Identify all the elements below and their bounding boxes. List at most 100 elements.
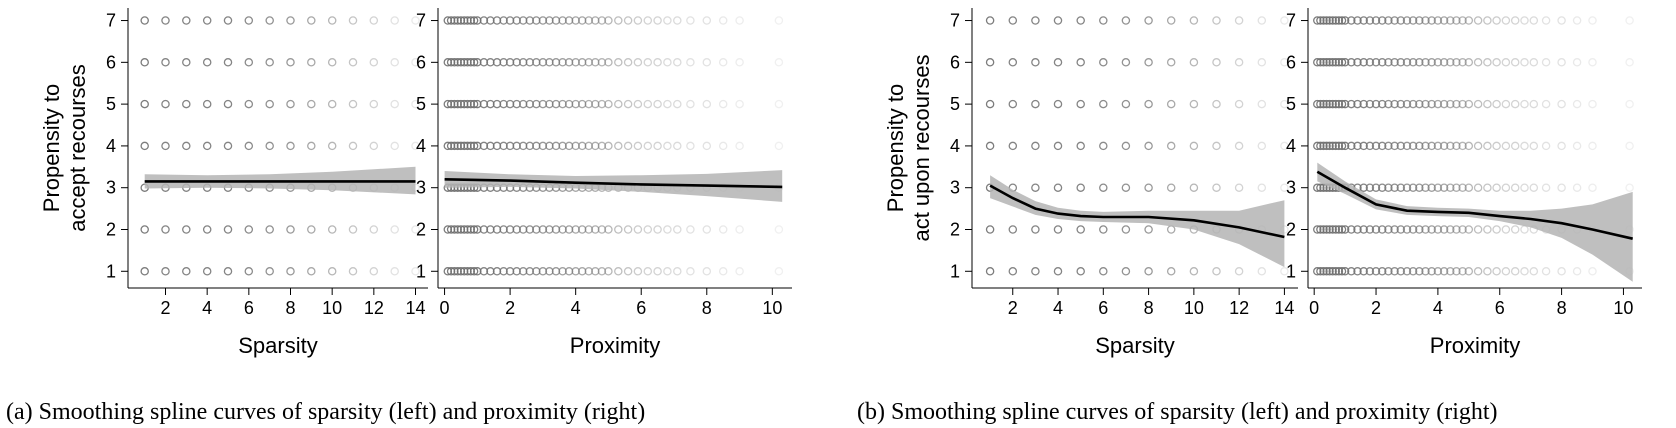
x-tick-label: 8 — [702, 298, 712, 318]
data-point — [558, 141, 567, 151]
data-point — [1331, 58, 1341, 67]
data-point — [512, 99, 521, 109]
data-point — [1031, 267, 1040, 276]
data-point — [369, 58, 379, 67]
data-point — [1234, 58, 1244, 67]
data-point — [1347, 58, 1356, 67]
data-point — [1384, 267, 1393, 276]
data-point — [1334, 58, 1344, 67]
data-point — [653, 225, 662, 234]
data-point — [1464, 16, 1474, 25]
data-point — [1529, 99, 1539, 109]
data-point — [1501, 141, 1511, 151]
data-point — [702, 58, 712, 67]
data-point — [1501, 225, 1511, 234]
data-point — [1319, 99, 1328, 109]
data-point — [327, 16, 337, 25]
data-point — [1415, 58, 1424, 67]
data-point — [597, 99, 607, 109]
data-point — [1384, 58, 1393, 67]
data-point — [1121, 141, 1131, 151]
data-point — [1031, 99, 1040, 109]
data-point — [1189, 141, 1199, 151]
data-point — [1492, 99, 1501, 109]
spline-curve — [989, 184, 1285, 239]
data-point — [307, 16, 316, 25]
data-point — [265, 267, 274, 276]
data-point — [1189, 16, 1199, 25]
data-point — [348, 141, 358, 151]
data-point — [1396, 99, 1406, 109]
data-point — [1625, 58, 1634, 67]
data-point — [1337, 141, 1347, 151]
data-point — [1396, 58, 1406, 67]
data-point — [643, 58, 653, 67]
data-point — [735, 267, 744, 276]
data-point — [1377, 225, 1387, 234]
data-point — [584, 141, 594, 151]
data-point — [182, 16, 191, 25]
data-point — [1446, 141, 1455, 151]
data-point — [1166, 16, 1176, 25]
data-point — [1452, 16, 1461, 25]
data-point — [450, 16, 459, 25]
x-tick-label: 6 — [244, 298, 254, 318]
data-point — [1464, 141, 1474, 151]
data-point — [1319, 141, 1328, 151]
data-point — [985, 58, 995, 67]
data-point — [1501, 58, 1511, 67]
data-point — [182, 99, 191, 109]
data-point — [1359, 267, 1368, 276]
data-point — [479, 225, 489, 234]
data-point — [1510, 99, 1520, 109]
data-point — [558, 16, 567, 25]
data-point — [1529, 141, 1539, 151]
data-point — [1377, 16, 1387, 25]
y-tick-label: 7 — [106, 11, 116, 31]
data-point — [1371, 141, 1381, 151]
y-tick-label: 1 — [106, 261, 116, 281]
data-point — [327, 99, 337, 109]
data-point — [1053, 58, 1063, 67]
data-point — [1510, 58, 1520, 67]
data-point — [525, 99, 535, 109]
data-point — [1053, 267, 1063, 276]
data-point — [702, 99, 712, 109]
y-axis-label-line: accept recourses — [65, 64, 90, 232]
data-point — [1458, 141, 1467, 151]
data-point — [1331, 16, 1341, 25]
data-point — [1483, 141, 1492, 151]
data-point — [1520, 16, 1529, 25]
data-point — [1483, 183, 1492, 192]
x-tick-label: 6 — [1495, 298, 1505, 318]
data-point — [538, 141, 548, 151]
data-point — [718, 225, 728, 234]
data-point — [558, 267, 567, 276]
data-point — [686, 99, 695, 109]
data-point — [1421, 267, 1430, 276]
data-point — [597, 267, 607, 276]
data-point — [1212, 141, 1221, 151]
data-point — [286, 225, 295, 234]
data-point — [390, 58, 399, 67]
data-point — [1371, 225, 1381, 234]
data-point — [1325, 141, 1334, 151]
data-point — [735, 225, 744, 234]
data-point — [1483, 16, 1492, 25]
data-point — [466, 141, 476, 151]
data-point — [182, 141, 191, 151]
data-point — [1396, 16, 1406, 25]
data-point — [1557, 99, 1566, 109]
data-point — [1529, 58, 1539, 67]
data-point — [1572, 267, 1582, 276]
data-point — [1319, 267, 1328, 276]
data-point — [390, 141, 399, 151]
data-point — [1031, 183, 1040, 192]
data-point — [223, 267, 233, 276]
x-tick-label: 10 — [1184, 298, 1204, 318]
data-point — [653, 16, 662, 25]
data-point — [1144, 58, 1153, 67]
